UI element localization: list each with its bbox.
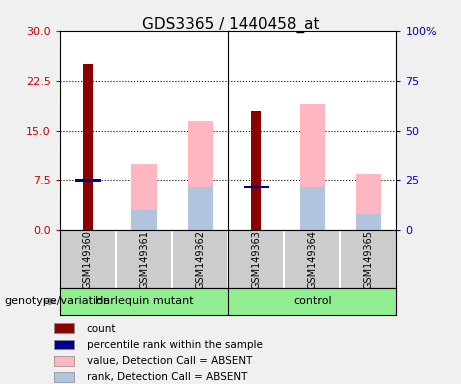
Bar: [131, 210, 157, 230]
Bar: [83, 64, 93, 230]
Bar: [188, 187, 213, 230]
Bar: [243, 186, 269, 188]
Bar: [300, 187, 325, 230]
Text: GSM149361: GSM149361: [139, 230, 149, 289]
Text: GSM149363: GSM149363: [251, 230, 261, 289]
Text: GSM149362: GSM149362: [195, 230, 205, 289]
Bar: [54, 339, 75, 349]
Text: count: count: [87, 323, 116, 334]
Text: GDS3365 / 1440458_at: GDS3365 / 1440458_at: [142, 17, 319, 33]
Bar: [131, 164, 157, 230]
Bar: [54, 323, 75, 333]
Text: value, Detection Call = ABSENT: value, Detection Call = ABSENT: [87, 356, 252, 366]
Bar: [356, 174, 381, 230]
Text: percentile rank within the sample: percentile rank within the sample: [87, 340, 263, 350]
Bar: [75, 179, 100, 182]
Bar: [54, 372, 75, 382]
Text: GSM149365: GSM149365: [363, 230, 373, 289]
Text: rank, Detection Call = ABSENT: rank, Detection Call = ABSENT: [87, 372, 247, 382]
Text: control: control: [293, 296, 331, 306]
Bar: [228, 288, 396, 315]
Bar: [54, 356, 75, 366]
Text: Harlequin mutant: Harlequin mutant: [95, 296, 193, 306]
Bar: [60, 288, 228, 315]
Bar: [356, 214, 381, 230]
Bar: [188, 121, 213, 230]
Text: genotype/variation: genotype/variation: [5, 296, 111, 306]
Text: GSM149364: GSM149364: [307, 230, 317, 289]
Text: GSM149360: GSM149360: [83, 230, 93, 289]
Bar: [300, 104, 325, 230]
Bar: [251, 111, 261, 230]
